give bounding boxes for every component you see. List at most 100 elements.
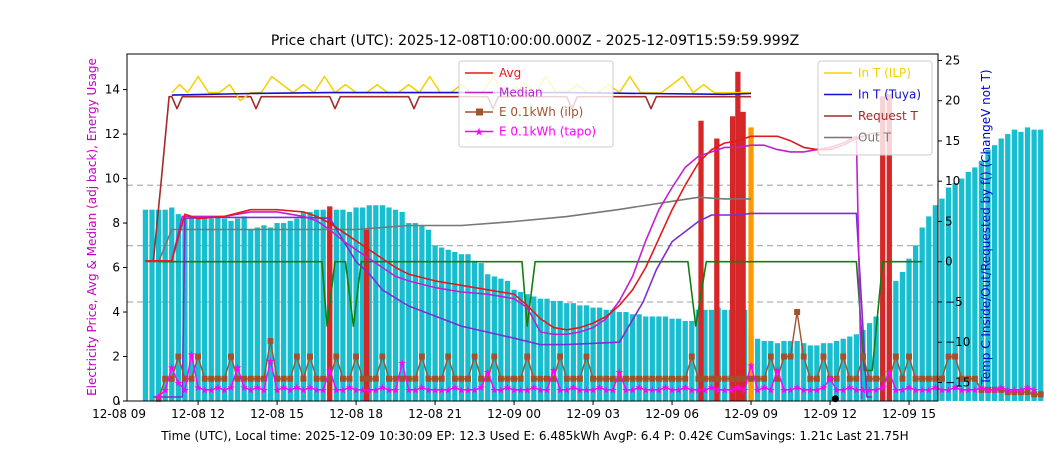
energy-ilp-marker bbox=[241, 375, 248, 382]
y-left-tick-label: 10 bbox=[105, 172, 120, 186]
energy-tapo-marker: ★ bbox=[681, 383, 690, 394]
price-bar bbox=[603, 309, 609, 401]
energy-ilp-marker bbox=[728, 375, 735, 382]
energy-ilp-marker bbox=[952, 353, 959, 360]
price-bar bbox=[524, 294, 530, 401]
energy-ilp-marker bbox=[669, 375, 676, 382]
energy-ilp-marker bbox=[287, 375, 294, 382]
price-bar bbox=[406, 223, 412, 401]
price-bar bbox=[412, 223, 418, 401]
energy-tapo-marker: ★ bbox=[773, 365, 782, 376]
price-bar bbox=[1031, 129, 1037, 401]
energy-tapo-marker: ★ bbox=[319, 385, 328, 396]
energy-tapo-marker: ★ bbox=[1030, 385, 1039, 396]
energy-tapo-marker: ★ bbox=[957, 385, 966, 396]
legend-right-box bbox=[817, 60, 933, 156]
energy-tapo-marker: ★ bbox=[891, 385, 900, 396]
energy-ilp-marker bbox=[557, 353, 564, 360]
energy-tapo-marker: ★ bbox=[575, 385, 584, 396]
energy-ilp-marker bbox=[254, 375, 261, 382]
price-bar bbox=[597, 307, 603, 401]
price-bar bbox=[300, 211, 307, 401]
price-bar bbox=[254, 227, 260, 401]
energy-ilp-marker bbox=[162, 375, 169, 382]
energy-ilp-marker bbox=[873, 375, 880, 382]
price-bar bbox=[202, 216, 208, 401]
energy-ilp-marker bbox=[379, 353, 386, 360]
price-bar bbox=[228, 220, 234, 401]
price-bar bbox=[544, 298, 550, 401]
price-bar bbox=[866, 323, 873, 401]
price-bar bbox=[155, 209, 162, 401]
energy-ilp-marker bbox=[300, 375, 307, 382]
x-tick-label: 12-09 15 bbox=[882, 407, 936, 421]
energy-ilp-marker bbox=[906, 353, 913, 360]
energy-tapo-marker: ★ bbox=[200, 385, 209, 396]
price-bar bbox=[182, 218, 188, 401]
energy-tapo-marker: ★ bbox=[733, 383, 742, 394]
x-tick-label: 12-09 03 bbox=[566, 407, 620, 421]
energy-ilp-marker bbox=[965, 375, 972, 382]
energy-tapo-marker: ★ bbox=[951, 383, 960, 394]
energy-tapo-marker: ★ bbox=[411, 385, 420, 396]
energy-ilp-marker bbox=[971, 375, 978, 382]
request-temp-line bbox=[152, 95, 751, 262]
price-bar bbox=[873, 316, 879, 401]
energy-tapo-marker: ★ bbox=[654, 385, 663, 396]
energy-tapo-marker: ★ bbox=[806, 385, 815, 396]
energy-ilp-marker bbox=[1011, 389, 1018, 396]
energy-ilp-marker bbox=[734, 375, 741, 382]
energy-ilp-marker bbox=[596, 375, 603, 382]
energy-ilp-marker bbox=[892, 353, 899, 360]
energy-ilp-marker bbox=[346, 375, 353, 382]
energy-tapo-marker: ★ bbox=[812, 385, 821, 396]
energy-tapo-marker: ★ bbox=[905, 383, 914, 394]
y-right-tick-label: −5 bbox=[945, 295, 963, 309]
price-bar bbox=[511, 289, 517, 401]
energy-ilp-marker bbox=[649, 375, 656, 382]
energy-ilp-marker bbox=[859, 353, 866, 360]
plot-frame bbox=[126, 53, 939, 402]
legend-marker bbox=[476, 108, 483, 116]
energy-ilp-marker bbox=[662, 375, 669, 382]
energy-tapo-marker: ★ bbox=[977, 383, 986, 394]
price-bar bbox=[557, 300, 563, 401]
energy-ilp-marker bbox=[853, 375, 860, 382]
price-bar bbox=[195, 216, 201, 401]
price-bar bbox=[248, 229, 254, 401]
price-bar bbox=[215, 216, 221, 401]
energy-tapo-marker: ★ bbox=[306, 383, 315, 394]
plot-area: ★★★★★★★★★★★★★★★★★★★★★★★★★★★★★★★★★★★★★★★★… bbox=[92, 53, 1044, 421]
energy-ilp-marker bbox=[912, 375, 919, 382]
energy-ilp-marker bbox=[833, 375, 840, 382]
price-bar bbox=[373, 205, 379, 401]
price-bar bbox=[261, 225, 267, 401]
price-bar bbox=[142, 209, 149, 401]
energy-tapo-marker: ★ bbox=[990, 385, 999, 396]
y-left-tick-label: 0 bbox=[112, 394, 120, 408]
price-bar bbox=[708, 309, 715, 401]
price-bar bbox=[504, 280, 511, 401]
energy-tapo-marker: ★ bbox=[187, 350, 196, 361]
price-bar bbox=[452, 251, 458, 401]
legend-label: E 0.1kWh (ilp) bbox=[499, 105, 583, 119]
price-bar bbox=[564, 303, 570, 401]
energy-ilp-marker bbox=[543, 375, 550, 382]
energy-ilp-marker bbox=[590, 375, 597, 382]
energy-tapo-marker: ★ bbox=[714, 385, 723, 396]
energy-tapo-marker: ★ bbox=[273, 385, 282, 396]
energy-ilp-marker bbox=[846, 375, 853, 382]
energy-tapo-marker: ★ bbox=[628, 385, 637, 396]
price-bar bbox=[485, 274, 491, 401]
energy-ilp-marker bbox=[280, 375, 287, 382]
price-bar bbox=[267, 227, 274, 401]
energy-ilp-marker bbox=[603, 375, 610, 382]
energy-ilp-marker bbox=[780, 353, 787, 360]
energy-ilp-marker bbox=[774, 375, 781, 382]
energy-tapo-marker: ★ bbox=[161, 385, 170, 396]
energy-ilp-marker bbox=[1031, 391, 1038, 398]
energy-tapo-marker: ★ bbox=[615, 368, 624, 379]
energy-ilp-marker bbox=[978, 386, 985, 393]
y-right-tick-label: −10 bbox=[945, 335, 970, 349]
price-bar bbox=[820, 343, 827, 401]
